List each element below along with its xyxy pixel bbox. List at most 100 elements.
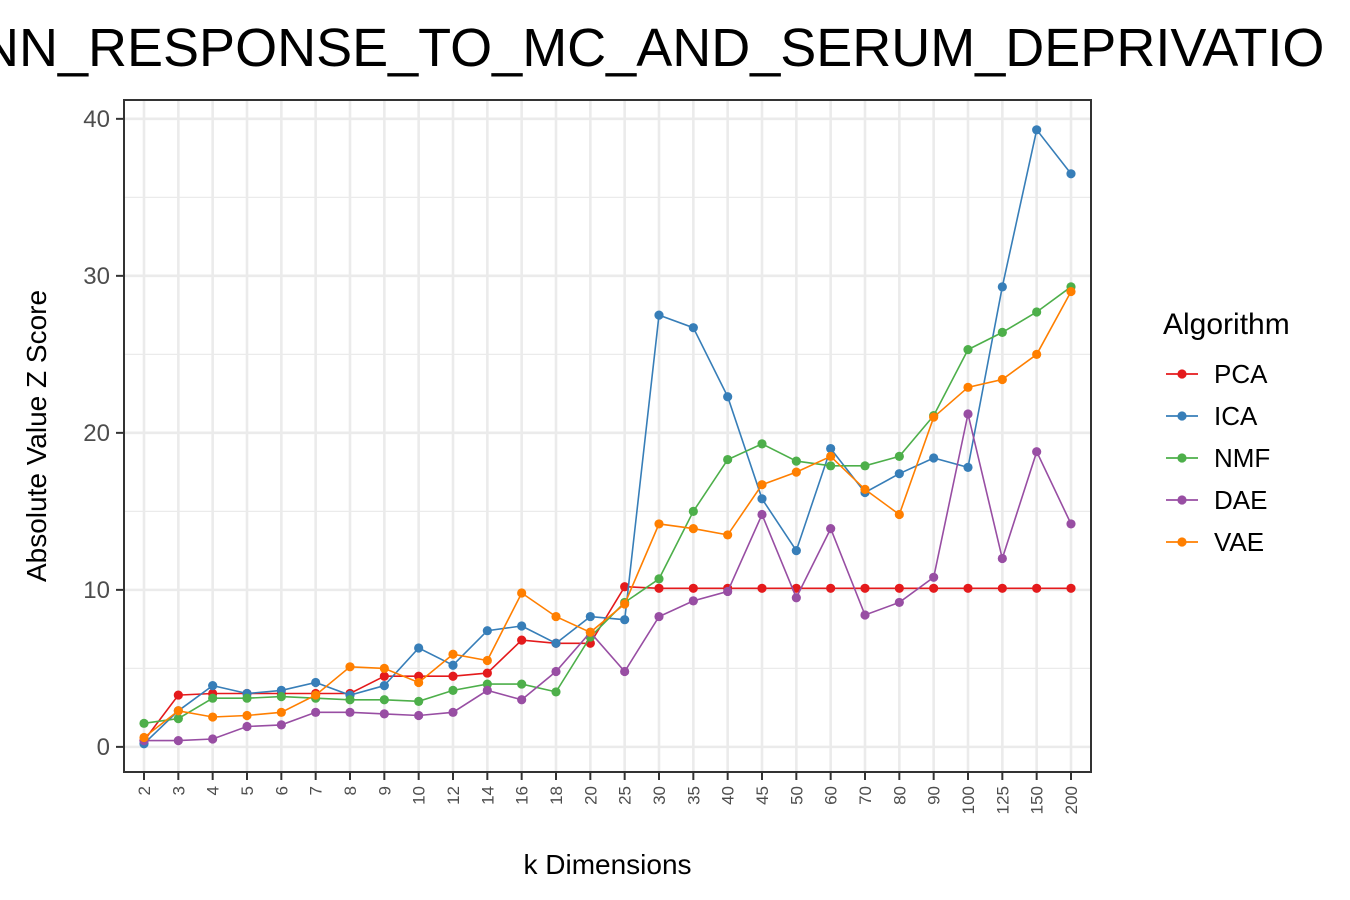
data-point — [997, 282, 1007, 292]
data-point — [1032, 307, 1042, 317]
data-point — [1032, 349, 1042, 359]
x-tick-label: 5 — [238, 786, 257, 795]
data-point — [963, 583, 973, 593]
data-point — [517, 588, 527, 598]
data-point — [379, 663, 389, 673]
series-line — [143, 585, 1071, 742]
x-axis-title: k Dimensions — [523, 849, 691, 880]
data-point — [276, 720, 286, 730]
data-point — [688, 524, 698, 534]
x-tick-label: 20 — [581, 786, 600, 805]
data-point — [929, 583, 939, 593]
data-point — [345, 707, 355, 717]
x-tick-label: 45 — [753, 786, 772, 805]
y-tick-label: 0 — [97, 734, 110, 761]
data-point — [208, 693, 218, 703]
legend-item-ica: ICA — [1166, 401, 1258, 431]
data-point — [1066, 169, 1076, 179]
legend-key-point — [1177, 453, 1187, 463]
x-tick-label: 9 — [375, 786, 394, 795]
series-line — [144, 413, 1072, 742]
data-point — [620, 582, 630, 592]
data-point — [688, 323, 698, 333]
data-point — [482, 626, 492, 636]
data-point — [551, 611, 561, 622]
x-tick-label: 30 — [650, 786, 669, 805]
data-point — [929, 453, 939, 463]
chart-title: NN_RESPONSE_TO_MC_AND_SERUM_DEPRIVATIO — [0, 18, 1325, 78]
data-point — [517, 635, 527, 645]
data-point — [654, 310, 664, 320]
series-line — [143, 286, 1072, 725]
data-point — [654, 574, 664, 584]
data-point — [173, 690, 183, 700]
y-axis: 0 10 20 30 40 — [83, 106, 124, 761]
x-tick-label: 3 — [169, 786, 188, 795]
data-point — [482, 655, 492, 666]
data-point — [723, 530, 733, 540]
data-point — [654, 583, 664, 593]
x-tick-label: 90 — [925, 786, 944, 805]
legend-key-point — [1177, 537, 1187, 547]
data-point — [963, 409, 973, 419]
data-point — [1066, 286, 1076, 297]
data-point — [517, 695, 527, 705]
data-point — [826, 524, 836, 534]
data-point — [963, 345, 973, 355]
data-point — [791, 456, 801, 466]
data-point — [894, 469, 904, 479]
x-tick-label: 25 — [616, 786, 635, 805]
data-point — [620, 615, 630, 625]
data-point — [963, 382, 973, 392]
data-point — [517, 679, 527, 689]
x-tick-label: 125 — [993, 786, 1012, 814]
data-point — [242, 721, 252, 732]
x-tick-label: 40 — [719, 786, 738, 805]
data-point — [997, 327, 1007, 337]
x-tick-label: 100 — [959, 786, 978, 814]
x-tick-label: 60 — [822, 786, 841, 805]
x-tick-label: 6 — [272, 786, 291, 795]
y-tick-label: 20 — [83, 420, 110, 447]
data-point — [654, 519, 664, 529]
legend-key-point — [1177, 411, 1187, 421]
data-point — [448, 707, 458, 717]
data-point — [208, 712, 218, 722]
data-point — [414, 643, 424, 653]
x-tick-label: 200 — [1062, 786, 1081, 814]
data-point — [517, 621, 527, 631]
data-point — [379, 695, 389, 705]
legend-item-pca: PCA — [1166, 359, 1268, 389]
data-point — [173, 714, 183, 724]
data-point — [757, 583, 767, 593]
data-point — [345, 695, 355, 705]
data-point — [1032, 447, 1042, 457]
x-axis: 2 3 4 5 6 7 8 9 10 12 14 16 18 20 25 30 35 40 45 50 60 70 80 90… — [135, 772, 1081, 814]
x-tick-label: 7 — [307, 786, 326, 795]
data-point — [997, 583, 1007, 593]
series-ica — [139, 125, 1076, 749]
legend-key-point — [1177, 369, 1187, 379]
data-point — [791, 467, 801, 477]
data-point — [723, 392, 733, 402]
data-point — [654, 611, 664, 622]
data-point — [620, 666, 630, 677]
data-point — [551, 687, 561, 697]
data-point — [276, 692, 286, 702]
y-tick-label: 10 — [83, 577, 110, 604]
data-point — [757, 480, 767, 490]
legend-label: NMF — [1214, 443, 1270, 473]
x-tick-label: 35 — [684, 786, 703, 805]
data-point — [688, 506, 698, 516]
series-nmf — [139, 282, 1076, 728]
x-tick-label: 10 — [410, 786, 429, 805]
legend-label: VAE — [1214, 527, 1264, 557]
data-point — [894, 597, 904, 608]
series-dae — [139, 409, 1076, 746]
data-point — [997, 374, 1007, 385]
legend-label: PCA — [1214, 359, 1268, 389]
y-axis-title: Absolute Value Z Score — [21, 290, 52, 582]
data-point — [242, 693, 252, 703]
x-tick-label: 16 — [513, 786, 532, 805]
